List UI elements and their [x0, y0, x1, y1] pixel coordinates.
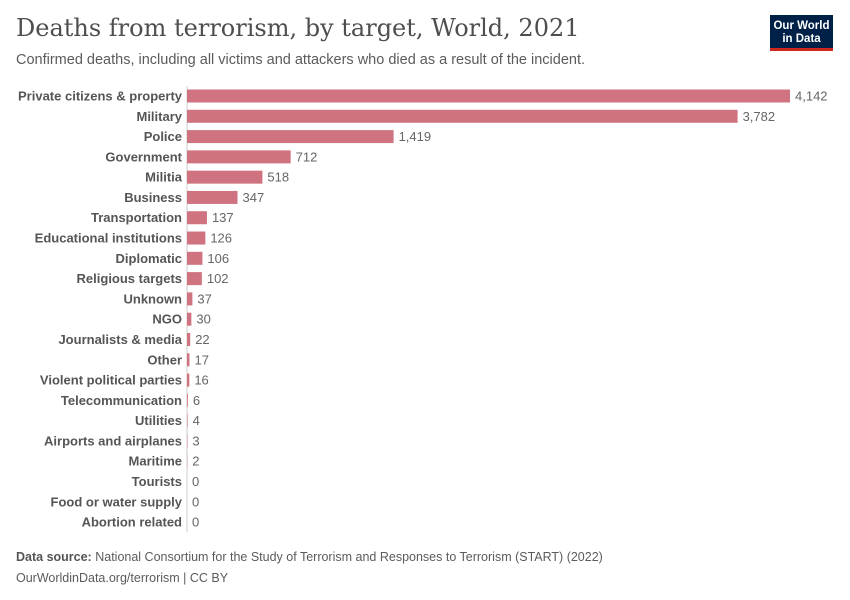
value-label: 347	[243, 190, 265, 205]
category-label: Transportation	[91, 210, 182, 225]
value-label: 1,419	[399, 129, 432, 144]
category-label: Food or water supply	[51, 494, 183, 509]
value-label: 102	[207, 271, 229, 286]
bar[interactable]	[187, 353, 190, 367]
value-label: 712	[296, 149, 318, 164]
category-label: Violent political parties	[40, 373, 182, 388]
value-label: 137	[212, 210, 234, 225]
category-label: Military	[136, 109, 182, 124]
bar[interactable]	[187, 231, 206, 245]
value-label: 22	[195, 332, 209, 347]
value-label: 2	[192, 454, 199, 469]
value-label: 16	[194, 373, 208, 388]
bar-chart: Private citizens & property 4,142 Military…	[18, 86, 828, 532]
category-label: Telecommunication	[61, 393, 182, 408]
category-label: Educational institutions	[35, 231, 182, 246]
source-text: National Consortium for the Study of Ter…	[95, 550, 603, 564]
bar[interactable]	[187, 332, 191, 346]
category-label: Tourists	[132, 474, 182, 489]
value-label: 30	[196, 312, 210, 327]
value-label: 3,782	[743, 109, 776, 124]
category-label: Private citizens & property	[18, 89, 183, 104]
owid-logo[interactable]: Our World in Data	[770, 15, 833, 51]
bar[interactable]	[187, 150, 291, 164]
value-label: 0	[192, 515, 199, 530]
footer: Data source: National Consortium for the…	[16, 547, 603, 589]
value-label: 0	[192, 494, 199, 509]
credit-link[interactable]: OurWorldinData.org/terrorism | CC BY	[16, 571, 229, 585]
category-label: Diplomatic	[116, 251, 182, 266]
value-label: 4	[193, 413, 200, 428]
category-label: Government	[105, 149, 182, 164]
category-label: Unknown	[124, 291, 183, 306]
value-label: 3	[192, 433, 199, 448]
bar[interactable]	[187, 292, 193, 306]
bar[interactable]	[187, 211, 207, 225]
category-label: Journalists & media	[58, 332, 182, 347]
category-label: Utilities	[135, 413, 182, 428]
category-label: Militia	[145, 170, 183, 185]
bar[interactable]	[187, 414, 188, 428]
value-label: 518	[267, 170, 289, 185]
value-label: 106	[207, 251, 229, 266]
category-label: Airports and airplanes	[44, 433, 182, 448]
value-label: 17	[194, 352, 208, 367]
value-label: 4,142	[795, 89, 828, 104]
value-label: 6	[193, 393, 200, 408]
category-label: NGO	[152, 312, 182, 327]
bar[interactable]	[187, 130, 394, 144]
bar[interactable]	[187, 170, 263, 184]
logo-line-1: Our World	[773, 20, 830, 32]
category-label: Police	[144, 129, 182, 144]
logo-line-2: in Data	[782, 33, 821, 45]
source-label: Data source:	[16, 550, 92, 564]
bar[interactable]	[187, 312, 192, 326]
category-label: Maritime	[129, 454, 182, 469]
bar[interactable]	[187, 89, 790, 103]
value-label: 126	[210, 231, 232, 246]
bar[interactable]	[187, 251, 203, 265]
bar[interactable]	[187, 109, 738, 123]
category-label: Other	[147, 352, 182, 367]
category-label: Abortion related	[82, 515, 182, 530]
bar[interactable]	[187, 393, 188, 407]
bar[interactable]	[187, 272, 202, 286]
category-label: Business	[124, 190, 182, 205]
bar[interactable]	[187, 190, 238, 204]
chart-title: Deaths from terrorism, by target, World,…	[16, 14, 580, 42]
value-label: 37	[197, 291, 211, 306]
category-label: Religious targets	[77, 271, 182, 286]
bar[interactable]	[187, 373, 190, 387]
value-label: 0	[192, 474, 199, 489]
chart-subtitle: Confirmed deaths, including all victims …	[16, 52, 586, 68]
